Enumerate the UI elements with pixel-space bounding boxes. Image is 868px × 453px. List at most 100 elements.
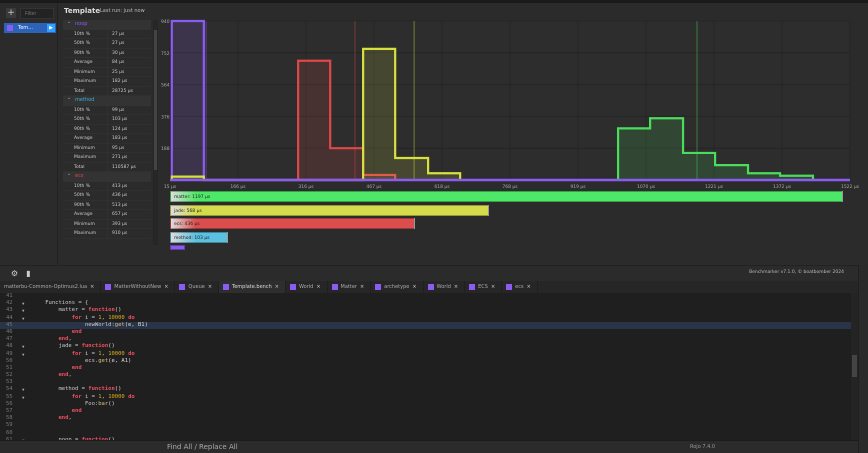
code-line[interactable]: 43 ▼ matter = function() [0,307,858,314]
stat-value: 28725 µs [112,88,133,94]
fold-arrow-icon[interactable]: ▼ [22,344,25,350]
close-icon[interactable]: × [316,284,321,290]
code-line[interactable]: 42 ▼ Functions = { [0,300,858,307]
summary-bar: method: 103 µs [170,231,228,243]
stats-scrollbar[interactable] [153,20,158,245]
code-line[interactable]: 61 ▼ noop = function() [0,437,858,440]
benchmark-sidebar: + Tem... ▶ [0,3,58,265]
stat-value: 183 µs [112,136,128,141]
x-tick-label: 316 µs [298,184,314,190]
fold-arrow-icon[interactable]: ▼ [22,437,32,440]
code-line[interactable]: 54 ▼ method = function() [0,386,858,393]
close-icon[interactable]: × [164,284,169,290]
stat-value: 657 µs [112,212,128,217]
x-tick-label: 618 µs [434,184,450,190]
y-tick-label: 564 [161,83,170,89]
close-icon[interactable]: × [207,284,213,290]
histogram-line-ecs [297,59,397,180]
tab-world[interactable]: World × [286,281,328,293]
code-line[interactable]: 50 ecs.get(e, A1) [0,358,858,365]
fold-arrow-icon[interactable]: ▼ [22,308,25,314]
tab-matter[interactable]: Matter × [328,281,372,293]
code-token: , [101,350,109,357]
close-icon[interactable]: × [412,284,417,290]
module-icon [289,284,296,290]
book-icon[interactable]: ▮ [26,269,31,278]
code-token: for [71,393,82,400]
code-line[interactable]: 57 end [0,408,858,415]
stat-label: 90th % [63,48,108,57]
tab-queue[interactable]: Queue × [175,281,220,293]
stat-value: 271 µs [112,155,128,160]
line-number: 54 [6,386,13,393]
code-editor[interactable]: 41 42 ▼ Functions = {43 ▼ matter = function… [0,293,858,440]
gear-icon[interactable]: ⚙ [10,269,19,278]
close-icon[interactable]: × [90,284,95,290]
fold-arrow-icon[interactable]: ▼ [22,394,25,400]
stat-group-header[interactable]: method [63,94,151,106]
fold-arrow-icon[interactable]: ▼ [22,387,25,393]
code-text: jade = function() [32,343,114,350]
stat-value: 182 µs [112,79,128,84]
code-token [32,415,59,421]
code-line[interactable]: 47 end, [0,336,858,343]
stat-group-header[interactable]: noop [63,20,151,30]
module-icon [506,284,513,290]
code-line[interactable]: 41 [0,293,858,300]
stat-row: Total 110587 µs [63,162,151,172]
code-line[interactable]: 49 ▼ for i = 1, 10000 do [0,351,858,358]
close-icon[interactable]: × [490,284,496,290]
close-icon[interactable]: × [274,284,279,290]
code-line[interactable]: 58 end, [0,415,858,422]
stat-value: 513 µs [112,202,128,208]
code-token [32,351,72,357]
code-line[interactable]: 53 [0,379,858,386]
code-line[interactable]: 45 newWorld:get(e, B1) [0,321,858,329]
code-token: noop = [32,436,82,440]
code-line[interactable]: 56 Foo:bar() [0,401,858,408]
code-line[interactable]: 51 end [0,365,858,372]
code-line[interactable]: 48 ▼ jade = function() [0,343,858,350]
tab-world[interactable]: World × [424,281,466,293]
code-text: Foo:bar() [32,401,115,408]
code-text: Functions = { [32,300,88,307]
summary-bars: matter: 1197 µs jade: 568 µs ecs: 436 µs me… [166,188,856,250]
find-replace-panel-title[interactable]: Find All / Replace All [167,443,238,451]
fold-gutter [22,365,32,372]
close-icon[interactable]: × [526,284,531,290]
editor-scrollbar[interactable] [851,293,858,440]
code-token: do [128,314,135,321]
tab-template-bench[interactable]: Template.bench × [219,281,286,293]
code-token [32,336,59,342]
add-button[interactable]: + [6,8,16,18]
code-text: end [32,365,82,372]
close-icon[interactable]: × [359,284,365,290]
fold-arrow-icon[interactable]: ▼ [22,351,25,357]
line-number: 41 [6,293,13,299]
code-line[interactable]: 55 ▼ for i = 1, 10000 do [0,394,858,401]
tab-matterwithoutnew[interactable]: MatterWithoutNew × [101,281,176,293]
fold-gutter [22,379,32,386]
code-line[interactable]: 59 [0,422,858,429]
close-icon[interactable]: × [453,284,459,290]
tab-ecs[interactable]: ECS × [465,281,503,293]
stat-value: 124 µs [112,126,128,132]
code-line[interactable]: 52 end, [0,372,858,379]
filter-input[interactable] [20,8,54,19]
code-line[interactable]: 44 ▼ for i = 1, 10000 do [0,315,858,322]
code-line[interactable]: 46 end [0,329,858,336]
tab-matterbu-common-optimus2-lua[interactable]: matterbu-Common-Optimus2.lua × [0,281,102,293]
stat-value: 110587 µs [112,164,136,170]
sidebar-item-template[interactable]: Tem... ▶ [4,23,56,33]
run-icon[interactable]: ▶ [47,24,55,32]
tab-archetype[interactable]: archetype × [371,281,424,293]
code-text: newWorld:get(e, B1) [32,322,148,329]
line-number: 43 [6,307,13,314]
tab-ecs[interactable]: ecs × [502,281,538,293]
fold-arrow-icon[interactable]: ▼ [22,315,25,321]
stat-group-header[interactable]: ecs [63,170,151,182]
stat-label: 90th % [63,124,108,133]
fold-arrow-icon[interactable]: ▼ [22,301,25,307]
code-line[interactable]: 60 [0,430,858,437]
